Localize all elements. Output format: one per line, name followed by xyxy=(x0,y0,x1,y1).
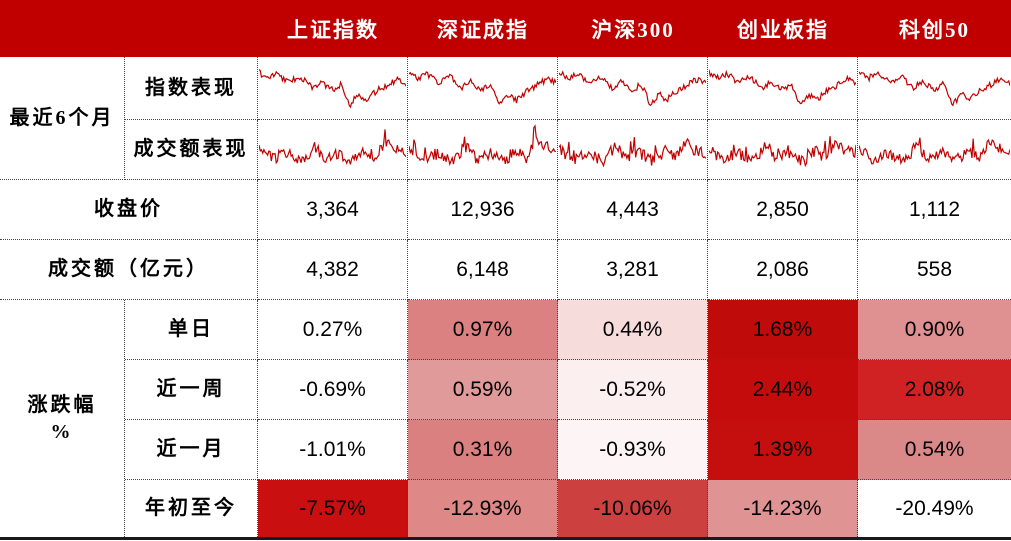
close-price-value: 12,936 xyxy=(408,180,558,240)
heatmap-cell-month: -1.01% xyxy=(258,420,408,480)
sparkline-cell xyxy=(408,57,558,120)
turnover-value: 6,148 xyxy=(408,240,558,300)
turnover-value: 3,281 xyxy=(558,240,708,300)
heatmap-cell-week: -0.52% xyxy=(558,360,708,420)
heatmap-cell-week: 2.08% xyxy=(858,360,1011,420)
heatmap-cell-week: -0.69% xyxy=(258,360,408,420)
row-label-ytd: 年初至今 xyxy=(125,480,258,537)
header-cell-star50: 科创50 xyxy=(858,0,1011,57)
row-label-turnover-amount: 成交额（亿元） xyxy=(0,240,258,300)
heatmap-cell-month: 0.54% xyxy=(858,420,1011,480)
index-sparkline-chart xyxy=(709,59,856,117)
heatmap-cell-ytd: -10.06% xyxy=(558,480,708,537)
turnover-sparkline-chart xyxy=(409,122,556,177)
sparkline-cell xyxy=(858,57,1011,120)
turnover-value: 4,382 xyxy=(258,240,408,300)
close-price-value: 4,443 xyxy=(558,180,708,240)
heatmap-cell-week: 2.44% xyxy=(708,360,858,420)
row-label-month: 近一月 xyxy=(125,420,258,480)
heatmap-cell-ytd: -12.93% xyxy=(408,480,558,537)
change-group-label-text: 涨跌幅 xyxy=(27,393,97,416)
heatmap-cell-daily: 1.68% xyxy=(708,300,858,360)
close-price-value: 2,850 xyxy=(708,180,858,240)
close-price-value: 1,112 xyxy=(858,180,1011,240)
row-label-close-price: 收盘价 xyxy=(0,180,258,240)
close-price-value: 3,364 xyxy=(258,180,408,240)
header-corner-blank xyxy=(0,0,258,57)
sparkline-cell xyxy=(258,57,408,120)
sparkline-cell xyxy=(708,120,858,180)
heatmap-cell-daily: 0.44% xyxy=(558,300,708,360)
turnover-sparkline-chart xyxy=(259,122,406,177)
sparkline-cell xyxy=(708,57,858,120)
turnover-sparkline-chart xyxy=(709,122,856,177)
index-sparkline-chart xyxy=(859,59,1010,117)
heatmap-cell-daily: 0.27% xyxy=(258,300,408,360)
turnover-value: 558 xyxy=(858,240,1011,300)
heatmap-cell-daily: 0.97% xyxy=(408,300,558,360)
heatmap-cell-ytd: -20.49% xyxy=(858,480,1011,537)
row-group-label-last-6-months: 最近6个月 xyxy=(0,57,125,180)
header-cell-chinext: 创业板指 xyxy=(708,0,858,57)
header-cell-shenzhen-component: 深证成指 xyxy=(408,0,558,57)
change-group-percent-sign: % xyxy=(50,420,74,443)
turnover-sparkline-chart xyxy=(559,122,706,177)
header-cell-shanghai-composite: 上证指数 xyxy=(258,0,408,57)
sparkline-cell xyxy=(258,120,408,180)
turnover-value: 2,086 xyxy=(708,240,858,300)
sparkline-cell xyxy=(408,120,558,180)
heatmap-cell-ytd: -14.23% xyxy=(708,480,858,537)
sparkline-cell xyxy=(858,120,1011,180)
header-cell-csi300: 沪深300 xyxy=(558,0,708,57)
heatmap-cell-month: -0.93% xyxy=(558,420,708,480)
index-sparkline-chart xyxy=(409,59,556,117)
heatmap-cell-week: 0.59% xyxy=(408,360,558,420)
sparkline-cell xyxy=(558,57,708,120)
heatmap-cell-month: 0.31% xyxy=(408,420,558,480)
heatmap-cell-daily: 0.90% xyxy=(858,300,1011,360)
row-label-daily: 单日 xyxy=(125,300,258,360)
row-label-index-performance: 指数表现 xyxy=(125,57,258,120)
sparkline-cell xyxy=(558,120,708,180)
turnover-sparkline-chart xyxy=(859,122,1010,177)
index-sparkline-chart xyxy=(559,59,706,117)
heatmap-cell-ytd: -7.57% xyxy=(258,480,408,537)
row-label-turnover-performance: 成交额表现 xyxy=(125,120,258,180)
index-sparkline-chart xyxy=(259,59,406,117)
row-group-label-change-percent: 涨跌幅 % xyxy=(0,300,125,537)
heatmap-cell-month: 1.39% xyxy=(708,420,858,480)
row-label-week: 近一周 xyxy=(125,360,258,420)
